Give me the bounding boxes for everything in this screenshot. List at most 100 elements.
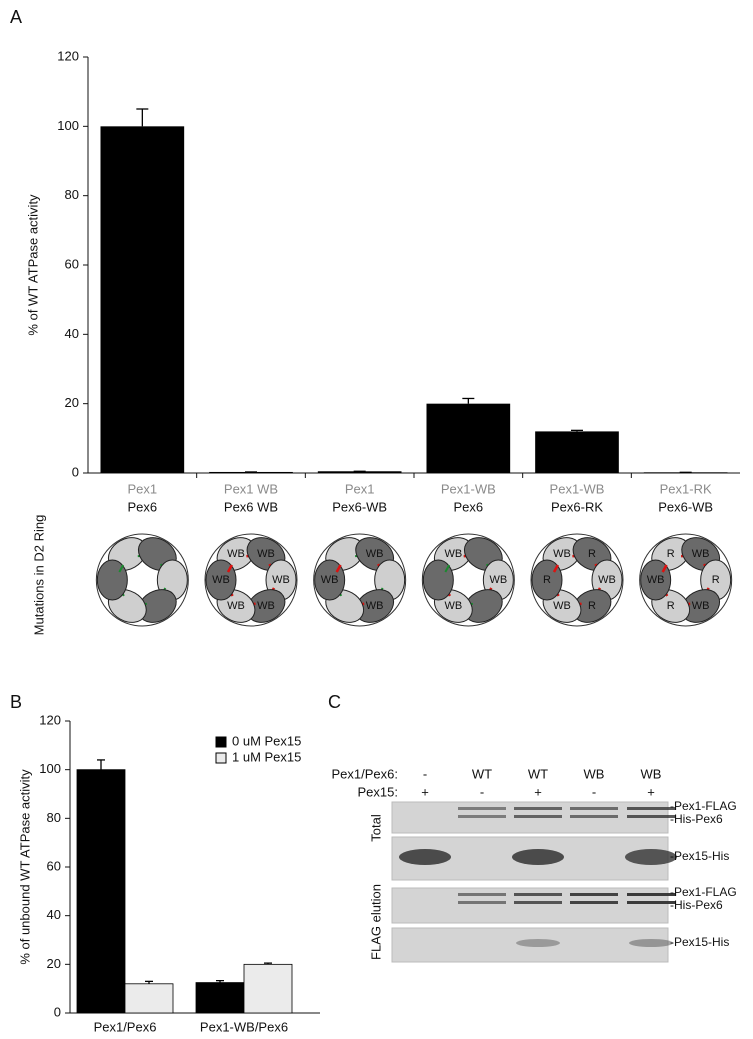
y-axis-label: % of unbound WT ATPase activity	[17, 769, 32, 965]
band	[629, 939, 673, 947]
legend-swatch	[215, 736, 227, 748]
band	[458, 901, 506, 904]
y-tick-label: 60	[65, 256, 79, 271]
band	[570, 901, 618, 904]
ring-label: R	[667, 600, 675, 612]
y-tick-label: 100	[39, 761, 61, 776]
ring-outline	[204, 533, 298, 627]
panel-a: 0 20 40 60 80 100 120 % of WT ATPase activity Pe…	[25, 48, 740, 635]
band	[570, 815, 618, 818]
lane-label: -	[480, 784, 484, 799]
x-tick-label: Pex6 WB	[224, 499, 278, 514]
ring-label: WB	[692, 548, 710, 560]
x-tick-label: Pex6-WB	[332, 499, 387, 514]
band	[458, 893, 506, 896]
band	[514, 893, 562, 896]
y-tick-label: 80	[47, 810, 61, 825]
y-axis-label: % of WT ATPase activity	[25, 194, 40, 336]
x-tick-label: Pex1	[345, 481, 375, 496]
annotation: Mutations in D2 Ring	[31, 515, 46, 636]
site-mark	[118, 564, 125, 573]
band-label: -Pex15-His	[670, 935, 729, 949]
bar	[195, 982, 245, 1014]
y-tick-label: 60	[47, 858, 61, 873]
bar	[535, 431, 619, 473]
band	[514, 807, 562, 810]
lane-label: +	[421, 784, 429, 799]
bar	[124, 983, 174, 1014]
lane-label: -	[423, 766, 427, 781]
section-label: FLAG elution	[368, 884, 383, 960]
band	[627, 893, 675, 896]
x-tick-label: Pex1-WB	[550, 481, 605, 496]
panel-b: 0 20 40 60 80 100 120 % of unbound WT ATPase ac…	[17, 712, 320, 1034]
band-label: -His-Pex6	[670, 812, 723, 826]
ring-label: R	[667, 548, 675, 560]
ring-label: WB	[272, 574, 290, 586]
ring-label: WB	[227, 548, 245, 560]
ring-outline	[95, 533, 189, 627]
band	[570, 893, 618, 896]
blot-strip	[391, 927, 669, 963]
y-tick-label: 100	[57, 118, 79, 133]
band	[570, 807, 618, 810]
ring-outline	[313, 533, 407, 627]
x-tick-label: Pex6-WB	[658, 499, 713, 514]
band	[458, 807, 506, 810]
x-tick-label: Pex1-WB	[441, 481, 496, 496]
mutation-mark	[661, 564, 668, 573]
ring-outline	[421, 533, 515, 627]
band	[514, 815, 562, 818]
band-label: -Pex15-His	[670, 849, 729, 863]
band	[399, 849, 451, 865]
lane-label: WB	[641, 766, 662, 781]
panel-label: C	[328, 692, 341, 712]
legend-label: 0 uM Pex15	[232, 733, 301, 748]
ring-label: WB	[257, 600, 275, 612]
lane-label: -	[592, 784, 596, 799]
ring-label: R	[588, 600, 596, 612]
lane-label: WT	[472, 766, 492, 781]
lane-label: +	[647, 784, 655, 799]
band	[458, 815, 506, 818]
ring-outline	[639, 533, 733, 627]
bar	[76, 769, 126, 1014]
panel-label: B	[10, 692, 22, 712]
ring-label: WB	[366, 600, 384, 612]
y-tick-label: 40	[65, 326, 79, 341]
ring-label: WB	[227, 600, 245, 612]
band	[627, 815, 675, 818]
ring-label: WB	[257, 548, 275, 560]
y-tick-label: 20	[65, 395, 79, 410]
x-tick-label: Pex1	[128, 481, 158, 496]
band	[625, 849, 677, 865]
x-tick-label: Pex6-RK	[551, 499, 603, 514]
section-label: Total	[368, 814, 383, 842]
bar	[317, 471, 402, 473]
y-tick-label: 0	[54, 1004, 61, 1019]
ring-label: WB	[553, 548, 571, 560]
legend-label: 1 uM Pex15	[232, 749, 301, 764]
panel-label: A	[10, 7, 22, 27]
y-tick-label: 20	[47, 956, 61, 971]
ring-label: WB	[553, 600, 571, 612]
y-tick-label: 40	[47, 907, 61, 922]
y-tick-label: 120	[39, 712, 61, 727]
ring-label: WB	[692, 600, 710, 612]
band	[514, 901, 562, 904]
mutation-mark	[335, 564, 342, 573]
ring-label: WB	[598, 574, 616, 586]
ring-label: R	[712, 574, 720, 586]
band-label: -Pex1-FLAG	[670, 799, 737, 813]
bar	[426, 403, 511, 473]
band	[627, 901, 675, 904]
x-tick-label: Pex1-WB/Pex6	[200, 1019, 288, 1034]
ring-label: WB	[444, 600, 462, 612]
bar	[100, 126, 185, 473]
ring-outline	[530, 533, 624, 627]
row-label: Pex15:	[358, 784, 398, 799]
x-tick-label: Pex1-RK	[660, 481, 712, 496]
band	[627, 807, 675, 810]
band-label: -Pex1-FLAG	[670, 885, 737, 899]
